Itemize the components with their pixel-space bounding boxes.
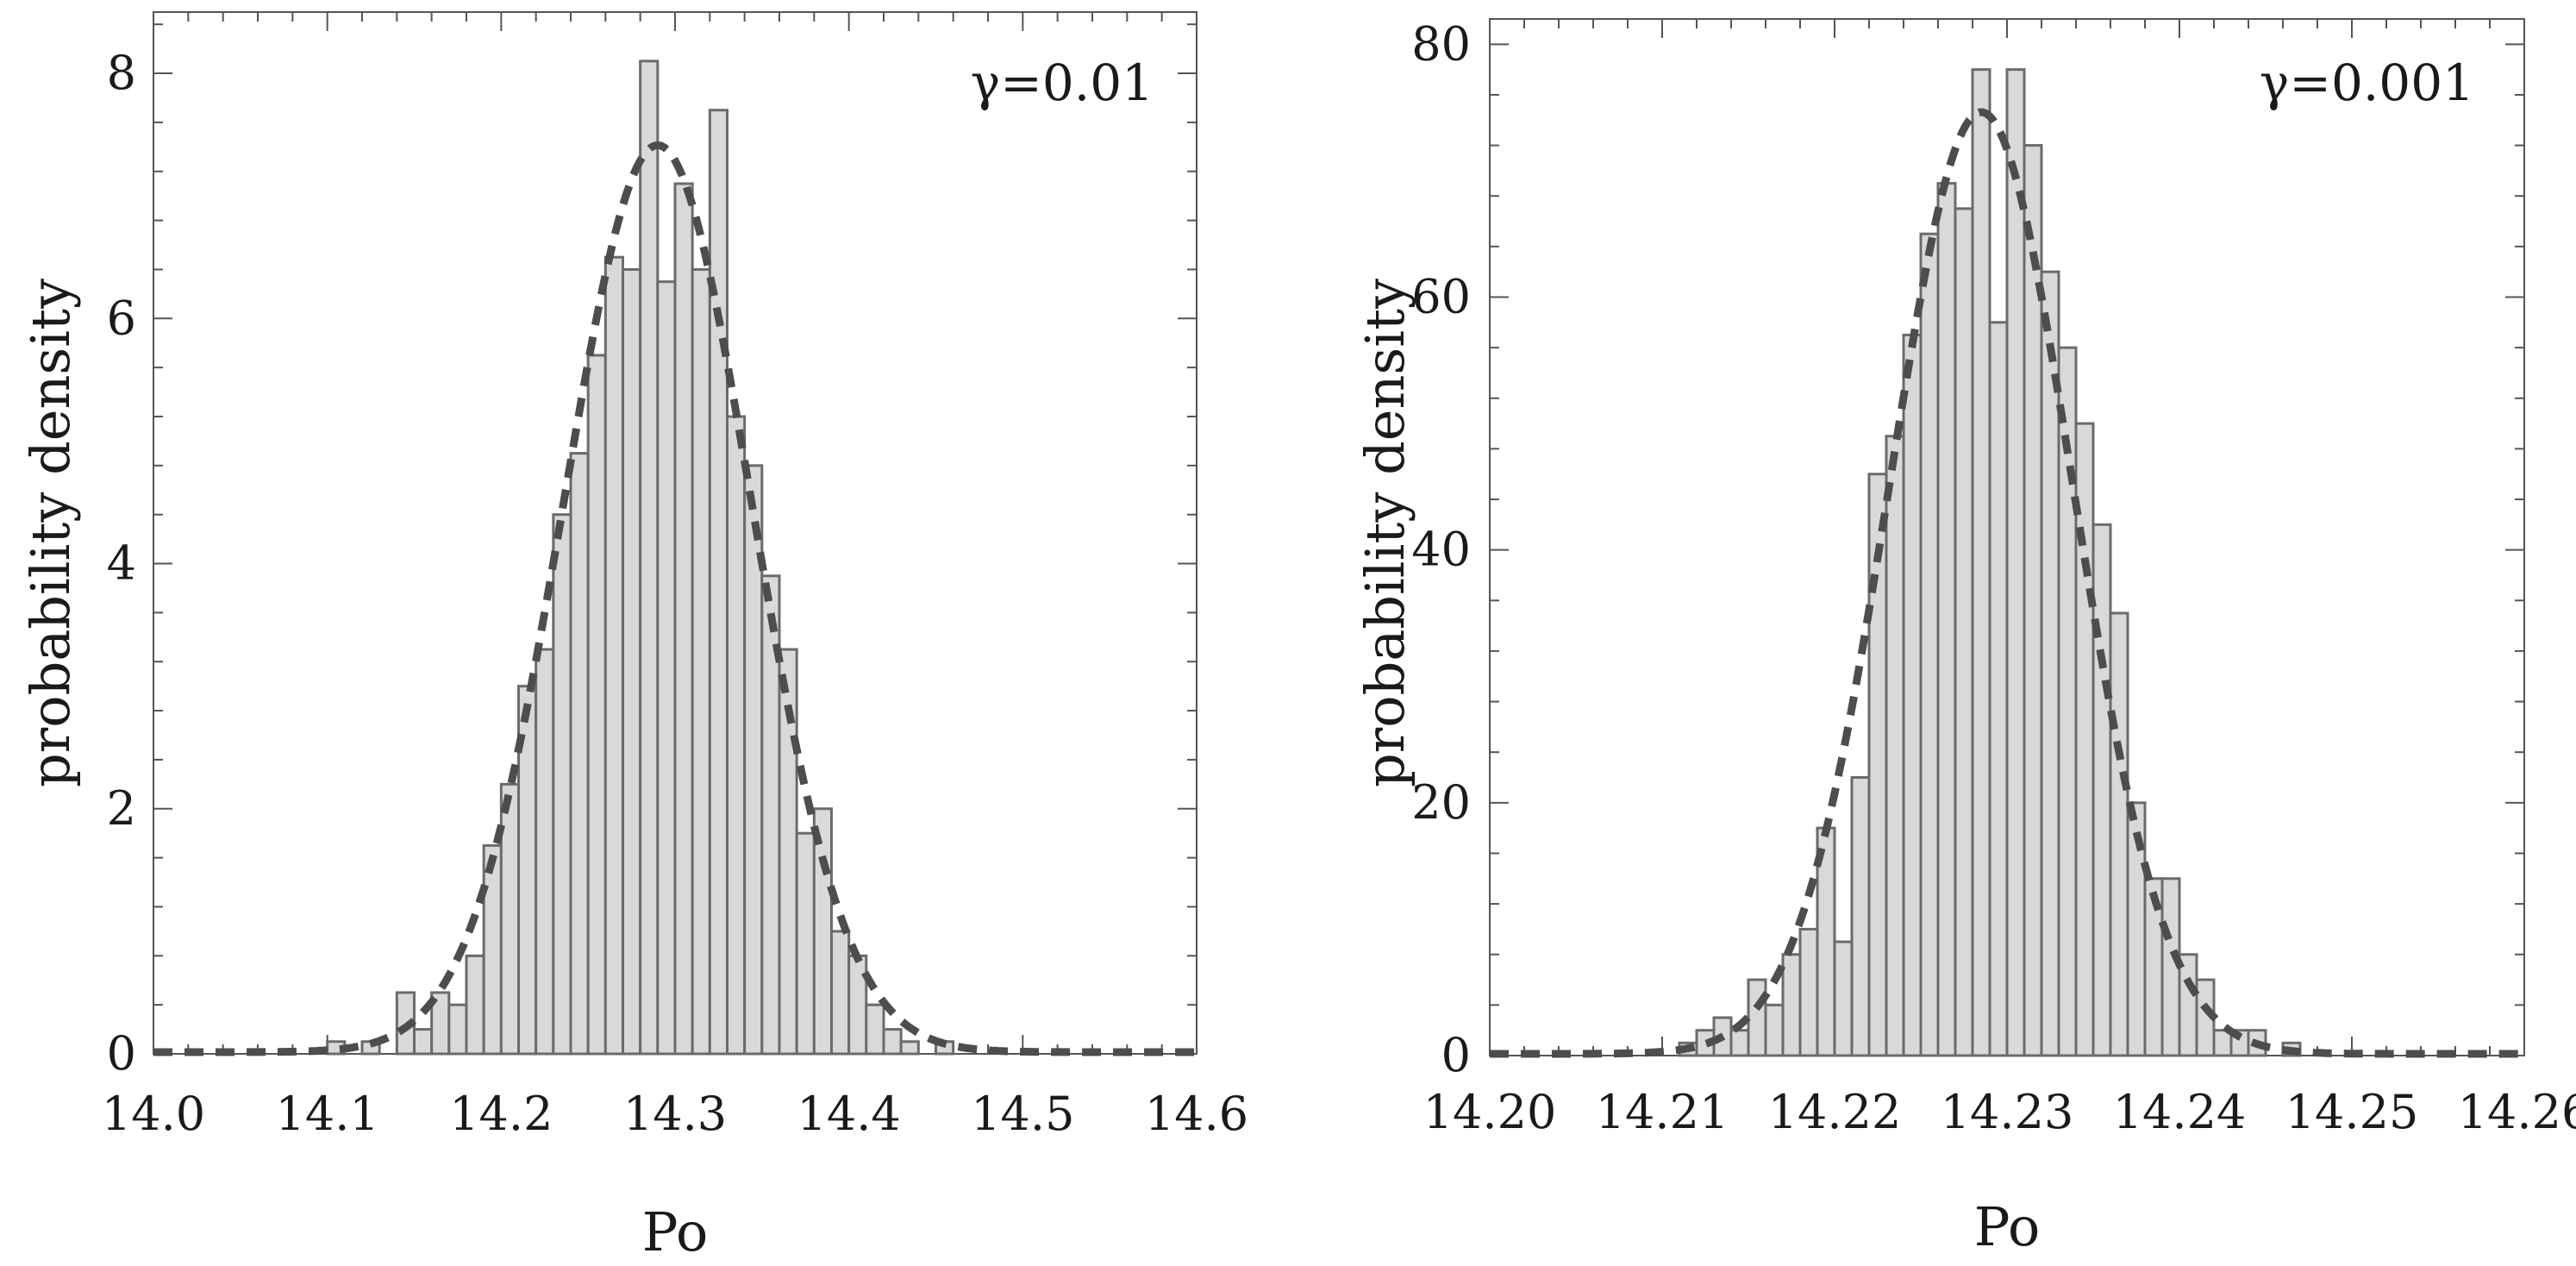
histogram-bar [656, 280, 677, 1056]
y-tick-label: 2 [107, 781, 136, 836]
x-tick-label: 14.24 [2113, 1085, 2247, 1139]
gaussian-fit-curve [153, 141, 1197, 1056]
histogram-bar [673, 182, 694, 1056]
x-tick-label: 14.1 [276, 1087, 379, 1141]
y-tick-label: 20 [1411, 775, 1471, 830]
histogram-bar [830, 930, 851, 1056]
histogram-bars [326, 60, 955, 1056]
histogram-bars [1678, 68, 2302, 1057]
histogram-bar [865, 1003, 885, 1056]
gamma-annotation: γ=0.001 [2260, 53, 2474, 112]
x-tick-label: 14.3 [623, 1087, 727, 1141]
histogram-bar [413, 1028, 434, 1056]
histogram-bar [2074, 422, 2095, 1057]
histogram-bar [899, 1040, 920, 1056]
histogram-bar [603, 255, 624, 1056]
histogram-bar [1936, 182, 1957, 1057]
histogram-bar [499, 782, 520, 1056]
histogram-bar [1885, 435, 1905, 1057]
histogram-bar [465, 954, 485, 1056]
y-tick-label: 0 [107, 1026, 136, 1081]
histogram-bar [708, 109, 728, 1056]
histogram-bar [691, 267, 711, 1056]
axis-ticks [153, 12, 1197, 1055]
histogram-bar [1850, 776, 1871, 1057]
histogram-bar [586, 354, 607, 1056]
x-tick-label: 14.5 [971, 1087, 1074, 1141]
y-tick-label: 8 [107, 46, 136, 100]
histogram-bar [882, 1028, 903, 1056]
x-tick-label: 14.23 [1941, 1085, 2074, 1139]
histogram-bar [1764, 1003, 1785, 1057]
histogram-bar [1988, 321, 2009, 1057]
x-tick-label: 14.6 [1145, 1087, 1248, 1141]
histogram-bar [552, 513, 572, 1056]
histogram-bar [1729, 1029, 1750, 1057]
gaussian-fit-curve [1490, 108, 2524, 1058]
histogram-bar [2178, 953, 2198, 1057]
y-tick-label: 0 [1441, 1028, 1471, 1082]
histogram-bar [482, 843, 503, 1056]
histogram-panel-gamma-0.001: 14.20 14.21 14.22 14.23 14.24 14.25 14.26 0 20 4… [1354, 16, 2576, 1258]
x-tick-label: 14.21 [1596, 1085, 1729, 1139]
y-axis-title: probability density [1354, 279, 1416, 787]
x-tick-label: 14.26 [2458, 1085, 2576, 1139]
histogram-bar [726, 415, 747, 1056]
histogram-bar [1833, 940, 1854, 1057]
x-tick-label: 14.25 [2285, 1085, 2419, 1139]
y-tick-labels: 0 2 4 6 8 [107, 46, 136, 1081]
y-tick-label: 60 [1411, 269, 1471, 323]
gamma-annotation: γ=0.01 [971, 53, 1154, 112]
histogram-bar [1971, 68, 1991, 1057]
y-tick-label: 4 [107, 536, 136, 591]
histogram-bar [622, 267, 642, 1056]
histogram-bar [569, 452, 590, 1056]
x-tick-label: 14.0 [102, 1087, 205, 1141]
histogram-panel-gamma-0.01: 14.0 14.1 14.2 14.3 14.4 14.5 14.6 0 2 4 6 8 γ=0.0… [19, 11, 1248, 1263]
histogram-bar [639, 60, 660, 1056]
y-axis-title: probability density [19, 279, 82, 787]
histogram-bar [447, 1003, 468, 1056]
histogram-bar [795, 831, 816, 1056]
histogram-bar [1902, 333, 1923, 1057]
histogram-bar [847, 954, 868, 1056]
y-tick-labels: 0 20 40 60 80 [1411, 16, 1471, 1082]
x-tick-labels: 14.20 14.21 14.22 14.23 14.24 14.25 14.26 [1423, 1085, 2576, 1139]
histogram-bar [2005, 68, 2026, 1057]
histogram-bar [2023, 144, 2043, 1057]
x-tick-label: 14.2 [449, 1087, 553, 1141]
histogram-bar [812, 807, 833, 1056]
x-tick-labels: 14.0 14.1 14.2 14.3 14.4 14.5 14.6 [102, 1087, 1248, 1141]
histogram-bar [1747, 978, 1767, 1057]
histogram-bar [1781, 953, 1802, 1057]
x-tick-label: 14.22 [1768, 1085, 1902, 1139]
x-tick-label: 14.4 [797, 1087, 901, 1141]
histogram-bar [1919, 232, 1940, 1057]
y-tick-label: 6 [107, 291, 136, 345]
y-tick-label: 80 [1411, 16, 1471, 71]
x-axis-title: Po [642, 1200, 709, 1263]
histogram-bar [2109, 611, 2129, 1057]
x-tick-label: 14.20 [1423, 1085, 1557, 1139]
y-tick-label: 40 [1411, 523, 1471, 577]
x-axis-title: Po [1974, 1195, 2041, 1258]
histogram-bar [535, 648, 555, 1056]
histogram-bar [1954, 207, 1974, 1057]
histogram-bar [1798, 927, 1819, 1057]
